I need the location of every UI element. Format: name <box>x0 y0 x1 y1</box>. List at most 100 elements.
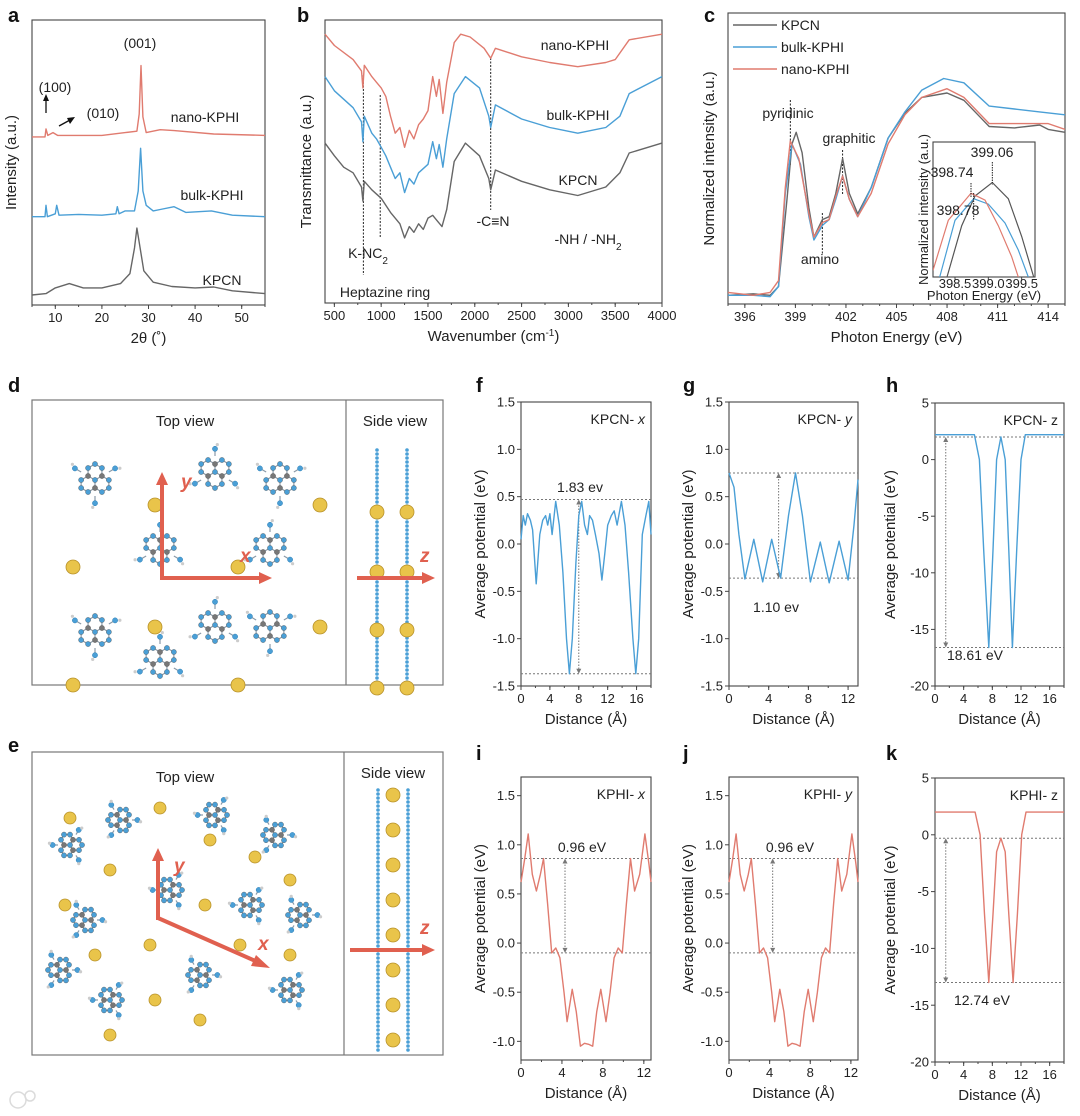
layer-atom <box>406 884 410 888</box>
y-tick-label: -10 <box>910 941 929 956</box>
inset-series-nano-kphi <box>933 192 1019 277</box>
heptazine-unit <box>133 630 185 679</box>
layer-atom <box>405 492 409 496</box>
layer-atom <box>405 648 409 652</box>
heptazine-unit <box>245 609 297 658</box>
arrowhead-down-icon <box>562 947 568 953</box>
nitrogen-atom <box>85 617 91 623</box>
arrowhead-up-icon <box>562 858 568 864</box>
potassium-atom <box>198 898 212 912</box>
nitrogen-atom <box>88 906 94 913</box>
z-axis-label: z <box>419 546 430 567</box>
layer-atom <box>406 1032 410 1036</box>
nitrogen-atom <box>247 912 253 919</box>
layer-atom <box>375 600 379 604</box>
hydrogen-atom <box>78 970 83 974</box>
layer-atom <box>376 1020 380 1024</box>
y-tick-label: 1.0 <box>705 837 723 852</box>
y-tick-label: -5 <box>917 509 929 524</box>
carbon-atom <box>157 649 163 655</box>
x-tick-label: 8 <box>805 691 812 706</box>
nitrogen-atom <box>106 637 112 643</box>
x-tick-label: 16 <box>1042 691 1056 706</box>
x-axis-label: x <box>239 546 252 567</box>
layer-atom <box>405 616 409 620</box>
potassium-atom <box>230 677 246 693</box>
nitrogen-atom <box>99 617 105 623</box>
x-arrowhead-icon <box>259 572 272 584</box>
layer-atom <box>406 828 410 832</box>
layer-atom <box>406 1028 410 1032</box>
nitrogen-atom <box>61 831 67 838</box>
carbon-atom <box>79 912 85 918</box>
layer-atom <box>376 832 380 836</box>
hydrogen-atom <box>133 670 137 674</box>
layer-atom <box>406 944 410 948</box>
nitrogen-atom <box>73 922 79 928</box>
layer-atom <box>376 1036 380 1040</box>
nitrogen-atom <box>126 812 132 818</box>
nitrogen-atom <box>203 961 209 968</box>
layer-atom <box>406 816 410 820</box>
x-tick-label: 2500 <box>507 308 536 323</box>
x-tick-label: 20 <box>95 310 109 325</box>
potassium-atom <box>312 619 328 635</box>
layer-atom <box>405 608 409 612</box>
hydrogen-atom <box>215 595 219 600</box>
nitrogen-atom <box>253 545 259 551</box>
carbon-atom <box>79 922 85 928</box>
x-tick-label: 8 <box>989 1067 996 1082</box>
x-tick-label: 12 <box>841 691 855 706</box>
arrowhead-up-icon <box>943 838 949 844</box>
nitrogen-atom <box>89 997 96 1003</box>
layer-atom <box>376 892 380 896</box>
nitrogen-atom <box>48 982 55 988</box>
layer-atom <box>405 600 409 604</box>
x-tick-label: 4 <box>960 1067 967 1082</box>
axis-arrows-d: x y z <box>156 472 435 584</box>
layer-atom <box>376 860 380 864</box>
layer-atom <box>376 956 380 960</box>
carbon-atom <box>219 626 225 632</box>
x-axis-label-sup: -1 <box>545 328 554 339</box>
series-kpcn-z <box>935 434 1064 649</box>
carbon-atom <box>290 992 296 998</box>
carbon-atom <box>110 992 116 998</box>
layer-atom <box>406 992 410 996</box>
nitrogen-atom <box>167 887 173 893</box>
layer-atom <box>405 460 409 464</box>
nitrogen-atom <box>192 480 198 487</box>
carbon-atom <box>241 902 247 908</box>
hydrogen-atom <box>255 462 260 466</box>
nitrogen-atom <box>91 922 97 928</box>
nitrogen-atom <box>78 485 84 491</box>
layer-atom <box>406 844 410 848</box>
nitrogen-atom <box>176 892 182 898</box>
nitrogen-atom <box>224 812 230 818</box>
carbon-atom <box>123 817 129 823</box>
layer-atom <box>405 588 409 592</box>
axes-frame <box>728 776 859 1061</box>
legend-entry: nano-KPHI <box>781 61 849 77</box>
x-axis-label: x <box>257 934 270 955</box>
inset-series-bulk-kphi <box>939 197 1029 277</box>
layer-atom <box>405 552 409 556</box>
carbon-atom <box>212 461 218 467</box>
nitrogen-atom <box>192 633 198 640</box>
y-tick-label: -5 <box>917 884 929 899</box>
layer-atom <box>375 592 379 596</box>
y-tick-label: -1.0 <box>701 1034 723 1049</box>
nitrogen-atom <box>212 445 218 452</box>
nitrogen-atom <box>277 461 283 467</box>
x-tick-label: 50 <box>234 310 248 325</box>
layer-atom <box>406 1012 410 1016</box>
carbon-atom <box>303 912 309 918</box>
y-tick-label: 0 <box>922 827 929 842</box>
inset-peak-label: 398.74 <box>931 164 974 180</box>
potassium-atom <box>385 1032 401 1048</box>
nitrogen-atom <box>63 977 69 984</box>
arrow-010 <box>58 119 71 127</box>
carbon-atom <box>290 982 296 988</box>
nitrogen-atom <box>92 613 98 619</box>
nitrogen-atom <box>188 987 195 993</box>
